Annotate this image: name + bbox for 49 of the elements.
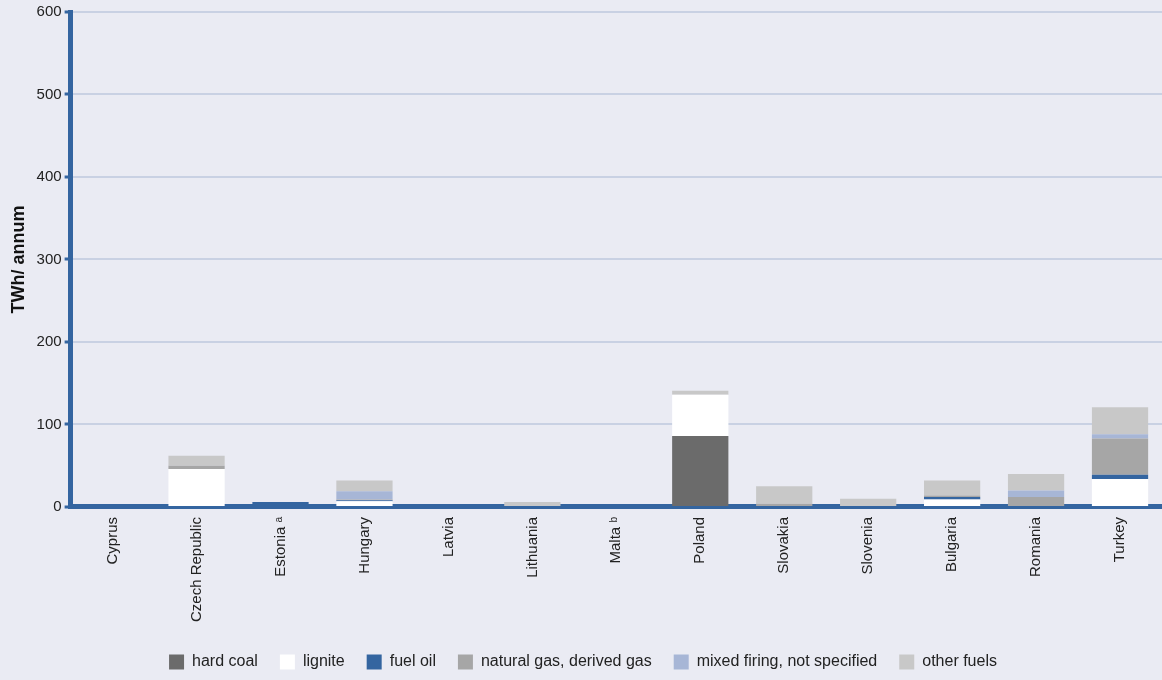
- bar: [168, 469, 225, 507]
- y-tick-label: 100: [36, 414, 62, 432]
- x-tick-label: Malta ᵇ: [606, 516, 624, 564]
- y-axis-title: TWh/ annum: [7, 205, 28, 314]
- bar: [1007, 473, 1065, 491]
- bar: [924, 480, 981, 496]
- y-tick-label: 200: [36, 332, 62, 350]
- bar: [168, 455, 225, 466]
- bar: [336, 491, 393, 500]
- x-tick-label: Czech Republic: [186, 516, 204, 623]
- x-tick-label: Slovenia: [858, 516, 876, 575]
- y-tick-label: 400: [36, 167, 62, 185]
- x-tick-label: Slovakia: [774, 516, 792, 574]
- bar: [672, 394, 729, 437]
- x-tick-label: Hungary: [354, 516, 372, 574]
- y-tick-label: 500: [36, 84, 62, 102]
- x-tick-label: Latvia: [438, 516, 456, 557]
- y-tick-label: 600: [36, 2, 62, 20]
- legend-label: other fuels: [922, 652, 997, 670]
- bar: [168, 465, 225, 469]
- bar: [1007, 490, 1065, 498]
- bar: [504, 502, 561, 506]
- y-tick-label: 0: [53, 497, 62, 515]
- bar: [336, 501, 393, 506]
- bar: [1007, 497, 1065, 507]
- bar: [336, 480, 393, 492]
- x-tick-label: Estonia ᵃ: [270, 516, 288, 577]
- legend-label: natural gas, derived gas: [480, 652, 652, 670]
- bar: [1091, 438, 1149, 475]
- x-tick-label: Cyprus: [102, 516, 120, 565]
- bar: [672, 436, 729, 506]
- bar: [1091, 478, 1149, 506]
- bar: [1091, 407, 1149, 435]
- bar: [1091, 474, 1149, 479]
- bar: [672, 390, 729, 395]
- bar: [756, 486, 813, 504]
- bar: [924, 499, 981, 506]
- x-tick-label: Romania: [1026, 516, 1044, 577]
- x-tick-label: Turkey: [1110, 516, 1128, 563]
- x-tick-label: Bulgaria: [942, 516, 960, 572]
- legend-label: mixed firing, not specified: [696, 652, 878, 670]
- legend-label: hard coal: [192, 652, 258, 670]
- legend-label: fuel oil: [389, 652, 436, 670]
- bar: [1091, 434, 1149, 439]
- x-tick-label: Lithuania: [522, 516, 540, 578]
- y-tick-label: 300: [36, 249, 62, 267]
- x-tick-label: Poland: [690, 516, 708, 564]
- bar: [840, 498, 897, 506]
- legend-label: lignite: [302, 652, 345, 670]
